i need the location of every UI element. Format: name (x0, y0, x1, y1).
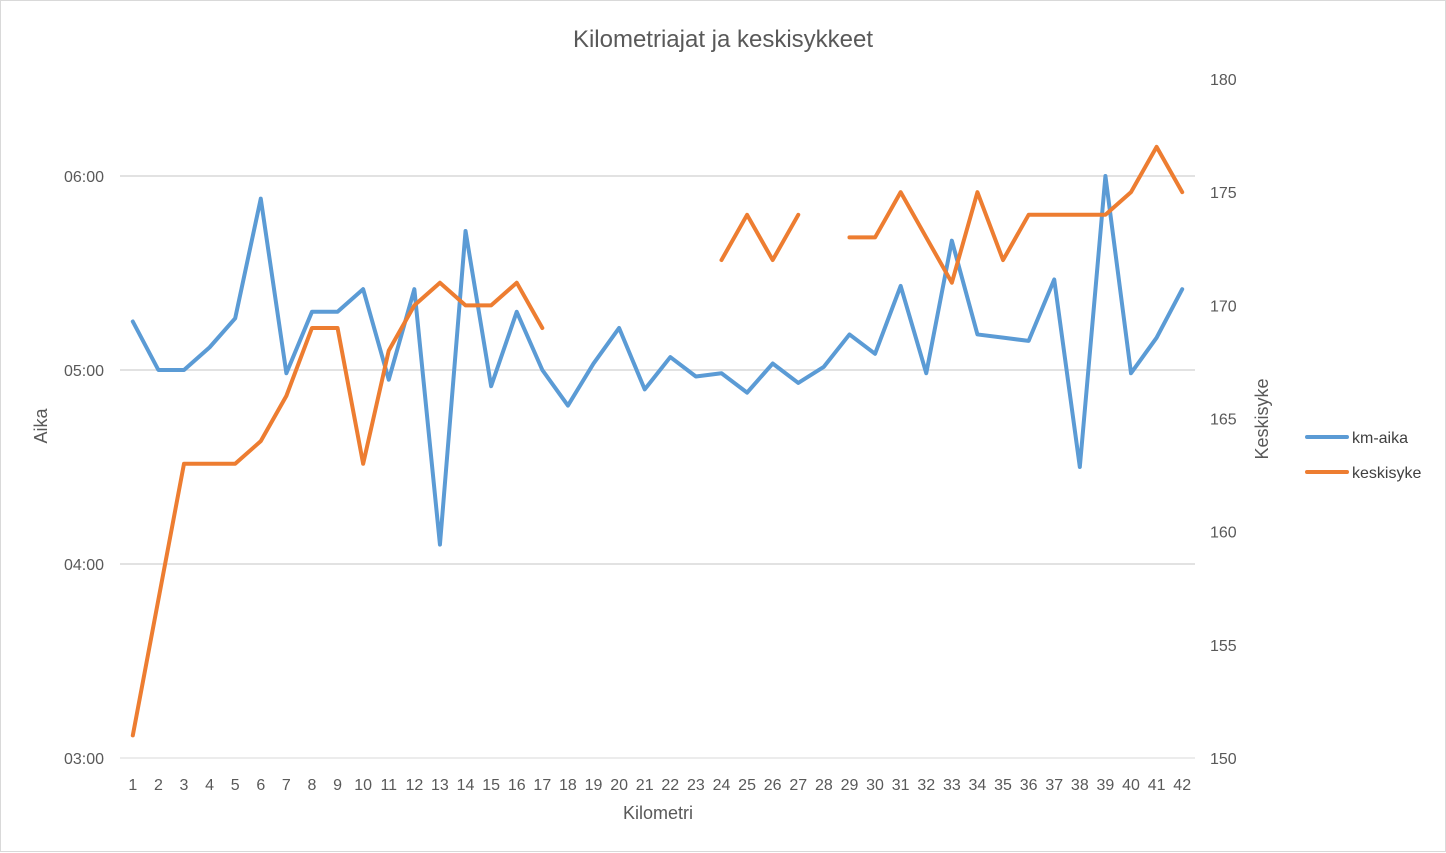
gridlines (120, 176, 1195, 564)
x-tick-label: 42 (1173, 777, 1191, 794)
series-layer (133, 147, 1183, 736)
x-tick-label: 29 (841, 777, 859, 794)
legend-item-km-aika: km-aika (1307, 430, 1408, 447)
x-tick-label: 11 (380, 777, 397, 794)
x-tick-label: 23 (687, 777, 705, 794)
x-tick-label: 25 (738, 777, 756, 794)
x-tick-label: 2 (154, 777, 163, 794)
x-tick-label: 15 (482, 777, 500, 794)
series-line-km-aika (133, 176, 1182, 545)
legend-label: km-aika (1352, 430, 1408, 447)
right-tick-label: 180 (1210, 72, 1237, 89)
x-tick-label: 6 (256, 777, 265, 794)
x-tick-label: 22 (661, 777, 679, 794)
chart-title: Kilometriajat ja keskisykkeet (573, 26, 873, 53)
x-tick-label: 8 (308, 777, 317, 794)
x-tick-label: 17 (533, 777, 551, 794)
right-tick-label: 175 (1210, 185, 1237, 202)
x-tick-label: 32 (917, 777, 935, 794)
series-points-keskisyke (133, 147, 1183, 736)
left-tick-label: 03:00 (64, 751, 104, 768)
x-tick-label: 30 (866, 777, 884, 794)
x-tick-label: 33 (943, 777, 961, 794)
x-tick-label: 35 (994, 777, 1012, 794)
x-tick-label: 24 (713, 777, 731, 794)
x-tick-label: 40 (1122, 777, 1140, 794)
x-tick-label: 19 (585, 777, 603, 794)
series-line-keskisyke (133, 147, 1182, 735)
x-tick-label: 28 (815, 777, 833, 794)
right-tick-label: 150 (1210, 751, 1237, 768)
left-tick-label: 05:00 (64, 363, 104, 380)
left-tick-label: 04:00 (64, 557, 104, 574)
left-axis-ticks: 03:00 04:00 05:00 06:00 (64, 169, 104, 768)
x-tick-label: 14 (457, 777, 475, 794)
right-tick-label: 165 (1210, 412, 1237, 429)
x-tick-label: 21 (636, 777, 654, 794)
legend: km-aika keskisyke (1307, 430, 1421, 482)
x-tick-label: 4 (205, 777, 214, 794)
x-tick-label: 1 (128, 777, 137, 794)
left-axis-title: Aika (31, 408, 51, 444)
x-tick-label: 41 (1148, 777, 1166, 794)
x-tick-label: 37 (1045, 777, 1063, 794)
x-tick-label: 5 (231, 777, 240, 794)
left-tick-label: 06:00 (64, 169, 104, 186)
x-tick-label: 3 (180, 777, 189, 794)
x-tick-label: 27 (789, 777, 807, 794)
x-tick-label: 10 (354, 777, 372, 794)
x-tick-label: 31 (892, 777, 910, 794)
right-tick-label: 160 (1210, 525, 1237, 542)
x-tick-label: 38 (1071, 777, 1089, 794)
x-tick-label: 20 (610, 777, 628, 794)
x-axis-title: Kilometri (623, 803, 693, 823)
x-tick-label: 9 (333, 777, 342, 794)
x-tick-label: 39 (1097, 777, 1115, 794)
legend-label: keskisyke (1352, 465, 1421, 482)
legend-item-keskisyke: keskisyke (1307, 465, 1421, 482)
right-axis-title: Keskisyke (1252, 378, 1272, 459)
x-tick-label: 12 (405, 777, 423, 794)
x-tick-label: 36 (1020, 777, 1038, 794)
right-tick-label: 155 (1210, 638, 1237, 655)
right-axis-ticks: 150 155 160 165 170 175 180 (1210, 72, 1237, 768)
x-tick-label: 26 (764, 777, 782, 794)
x-tick-label: 16 (508, 777, 526, 794)
right-tick-label: 170 (1210, 298, 1237, 315)
x-tick-label: 34 (969, 777, 987, 794)
x-tick-label: 18 (559, 777, 577, 794)
x-tick-label: 7 (282, 777, 291, 794)
x-tick-label: 13 (431, 777, 449, 794)
